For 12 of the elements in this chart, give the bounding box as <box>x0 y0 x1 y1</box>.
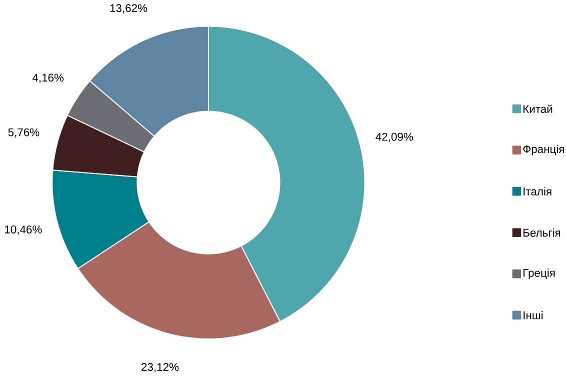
legend-label: Китай <box>524 104 552 113</box>
data-label: 10,46% <box>5 225 42 235</box>
legend-label: Італія <box>524 186 552 196</box>
legend-label: Бельгія <box>524 228 560 236</box>
legend-label: Франція <box>523 144 564 156</box>
data-label: 5,76% <box>8 128 40 138</box>
data-label: 13,62% <box>110 4 148 14</box>
data-label: 23,12% <box>142 362 179 372</box>
data-label: 4,16% <box>32 73 64 83</box>
legend-label: Греція <box>524 268 555 279</box>
data-label: 42,09% <box>376 132 414 142</box>
legend-label: Інші <box>524 310 543 319</box>
